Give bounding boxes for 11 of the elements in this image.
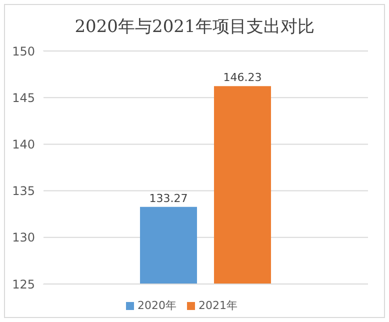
y-tick-label: 130 [12,230,35,245]
chart-title: 2020年与2021年项目支出对比 [74,16,316,39]
y-tick-label: 145 [12,90,35,105]
y-tick-label: 150 [12,44,35,58]
data-label: 146.23 [223,71,262,84]
y-tick-label: 135 [12,184,35,198]
y-tick-label: 140 [12,137,35,152]
data-label: 133.27 [149,192,188,205]
legend-label: 2021年 [198,299,238,312]
y-tick-label: 125 [12,277,35,292]
legend-label: 2020年 [138,299,176,312]
